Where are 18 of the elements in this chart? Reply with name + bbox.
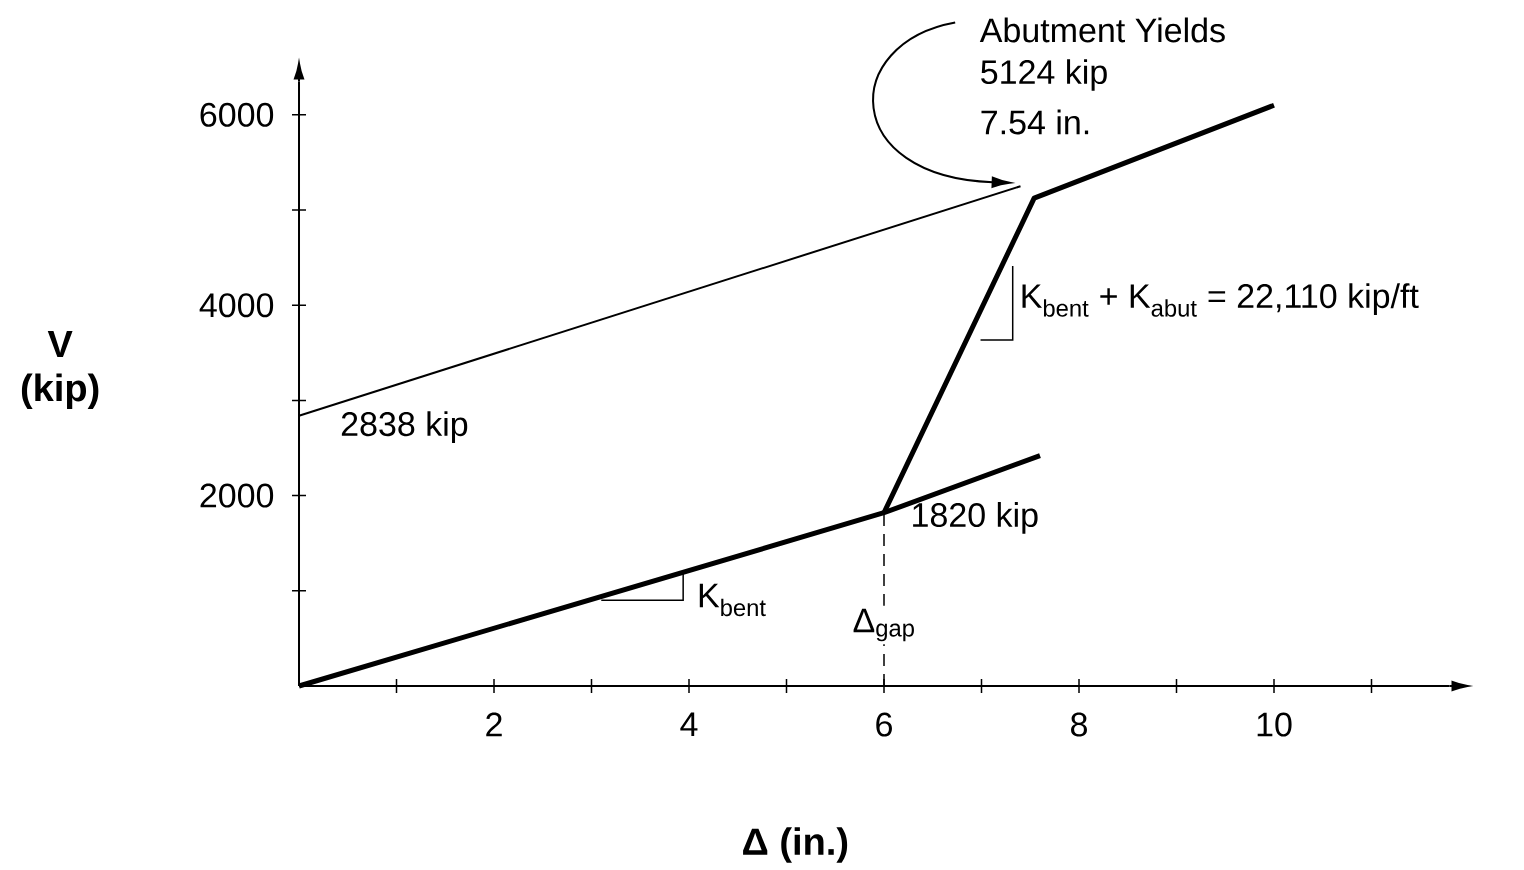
- annotation: 7.54 in.: [981, 109, 1089, 135]
- annotation: K$_{bent}$: [699, 583, 766, 617]
- x-tick-label: 4: [680, 712, 698, 736]
- text: Abutment Yields: [979, 17, 1225, 43]
- x-tick-label: 2: [486, 712, 502, 737]
- ref-line-label: Δ$_{gap}$: [853, 608, 914, 642]
- annotation: 1820 kip: [913, 502, 1038, 534]
- annotation: 5124 kip: [981, 59, 1107, 91]
- y-tick-label: 2000: [200, 483, 274, 508]
- y-tick-label: 4000: [199, 293, 274, 318]
- annotation: 2838 kip: [341, 411, 468, 443]
- y-tick-label: 6000: [200, 102, 274, 127]
- y-axis-title: V (kip): [21, 330, 99, 409]
- x-tick-label: 10: [1257, 712, 1292, 737]
- x-tick-label: 8: [1071, 712, 1087, 737]
- annotation: K$_{bent}$ + K$_{abut}$ = 22,110 kip/ft: [1022, 283, 1419, 317]
- x-axis-title: Δ (in.): [743, 827, 848, 863]
- x-tick-label: 6: [876, 712, 892, 737]
